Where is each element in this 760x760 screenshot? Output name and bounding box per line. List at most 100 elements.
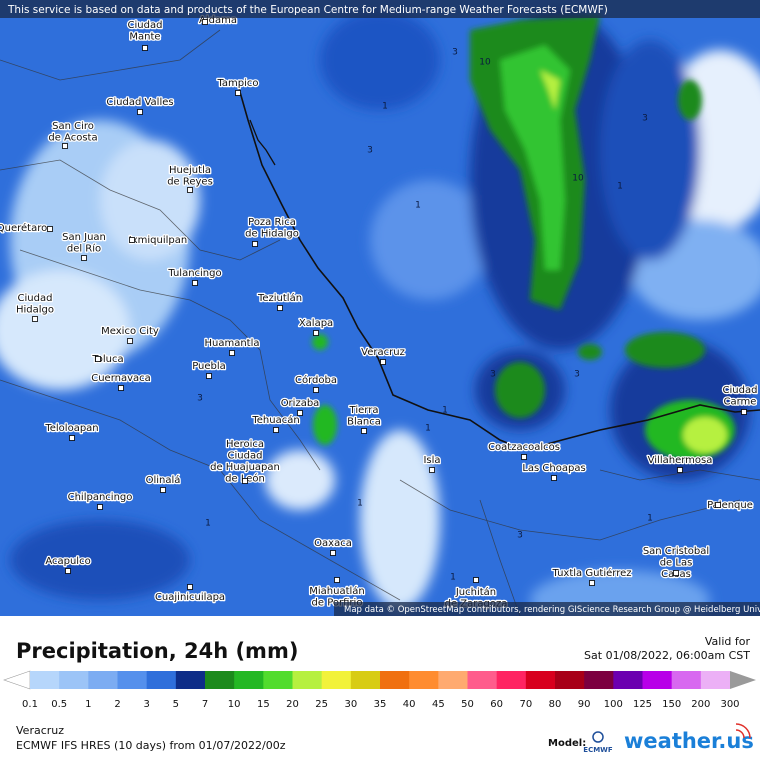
legend-swatch [642, 671, 673, 689]
contour-label: 3 [642, 114, 648, 124]
legend-label: 25 [315, 699, 328, 710]
city-label: Ixmiquilpan [129, 235, 187, 246]
city-label: Villahermosa [648, 455, 713, 466]
legend-label: 80 [549, 699, 562, 710]
city-label: Las Choapas [522, 463, 585, 474]
city-marker [97, 504, 103, 510]
contour-label: 1 [647, 514, 653, 524]
ecmwf-logo: ECMWF [583, 731, 613, 754]
city-marker [160, 487, 166, 493]
brand-icon [735, 723, 751, 739]
legend-swatch [496, 671, 527, 689]
city-label: Acapulco [45, 556, 90, 567]
legend-swatch [292, 671, 323, 689]
contour-label: 10 [479, 58, 491, 68]
city-marker [313, 387, 319, 393]
city-label: Mexico City [101, 326, 159, 337]
city-label: Heroica [226, 439, 264, 450]
city-label: Isla [423, 455, 440, 466]
city-label: Palenque [707, 500, 753, 511]
title: Precipitation, 24h (mm) [16, 639, 298, 663]
legend-swatch [321, 671, 352, 689]
city-label: Tulancingo [167, 268, 221, 279]
legend-label: 100 [604, 699, 623, 710]
legend-swatch [525, 671, 556, 689]
city-label: Blanca [347, 417, 381, 428]
model-label: Model: [548, 738, 586, 749]
legend-label: 125 [633, 699, 652, 710]
legend-swatch [146, 671, 177, 689]
legend-label: 10 [228, 699, 241, 710]
legend-label: 5 [173, 699, 179, 710]
city-marker [62, 143, 68, 149]
city-label: de Las [660, 558, 693, 569]
city-marker [277, 305, 283, 311]
city-marker [137, 109, 143, 115]
contour-label: 1 [205, 519, 211, 529]
city-label: Córdoba [295, 374, 337, 386]
precip-field [0, 0, 760, 630]
city-label: de Hidalgo [245, 229, 299, 240]
city-label: Ciudad Valles [106, 97, 173, 108]
city-label: de Acosta [48, 133, 97, 144]
city-marker [252, 241, 258, 247]
coastline [249, 119, 276, 166]
legend-swatch [234, 671, 264, 689]
city-marker [187, 187, 193, 193]
city-label: Carme [724, 397, 757, 408]
contour-label: 1 [415, 201, 421, 211]
city-label: San Juan [62, 232, 106, 243]
city-label: Chilpancingo [68, 492, 133, 503]
city-label: Tehuacán [251, 414, 299, 426]
city-label: de Huajuapan [210, 462, 280, 473]
legend-label: 40 [403, 699, 416, 710]
city-label: Ciudad [18, 293, 53, 304]
location: Veracruz [16, 724, 64, 737]
city-label: Tampico [216, 78, 258, 89]
city-label: San Ciro [52, 121, 94, 132]
city-marker [473, 577, 479, 583]
legend-swatch [175, 671, 206, 689]
city-marker [551, 475, 557, 481]
model-run: ECMWF IFS HRES (10 days) from 01/07/2022… [16, 739, 286, 752]
legend-swatch [88, 671, 118, 689]
city-marker [334, 577, 340, 583]
valid-label: Valid for [705, 635, 751, 648]
city-marker [313, 330, 319, 336]
city-label: Ciudad [128, 20, 163, 31]
city-label: Ciudad [723, 385, 758, 396]
contour-label: 3 [517, 531, 523, 541]
borders [0, 29, 760, 617]
city-marker [192, 280, 198, 286]
city-marker [206, 373, 212, 379]
brand: weather.us [624, 729, 754, 753]
city-label: de Reyes [167, 177, 213, 188]
legend-label: 15 [257, 699, 270, 710]
city-label: Teziutlán [257, 292, 302, 304]
city-label: Puebla [192, 361, 226, 372]
legend-label: 7 [202, 699, 208, 710]
contour-label: 10 [572, 174, 584, 184]
contour-label: 3 [197, 394, 203, 404]
legend-over [730, 671, 756, 689]
legend-label: 0.1 [22, 699, 38, 710]
city-marker [380, 359, 386, 365]
legend-label: 90 [578, 699, 591, 710]
city-marker [330, 550, 336, 556]
city-label: Poza Rica [248, 217, 296, 228]
city-label: Xalapa [299, 318, 333, 329]
city-marker [741, 409, 747, 415]
city-label: Veracruz [361, 347, 405, 358]
city-marker [521, 454, 527, 460]
city-marker [129, 237, 135, 243]
legend-swatch [30, 671, 60, 689]
city-label: Miahuatlán [309, 585, 365, 597]
color-legend: 0.1 0.5 1 2 3 5 7 10 15 20 25 30 35 40 45 50 60 70 80 90 100… [3, 670, 756, 710]
city-marker [142, 45, 148, 51]
legend-swatch [700, 671, 731, 689]
city-label: Hidalgo [16, 305, 54, 316]
legend-label: 2 [114, 699, 120, 710]
city-marker [65, 568, 71, 574]
contour-labels: 3 10 1 3 10 1 3 1 3 3 1 1 1 1 3 1 3 1 [197, 48, 653, 583]
